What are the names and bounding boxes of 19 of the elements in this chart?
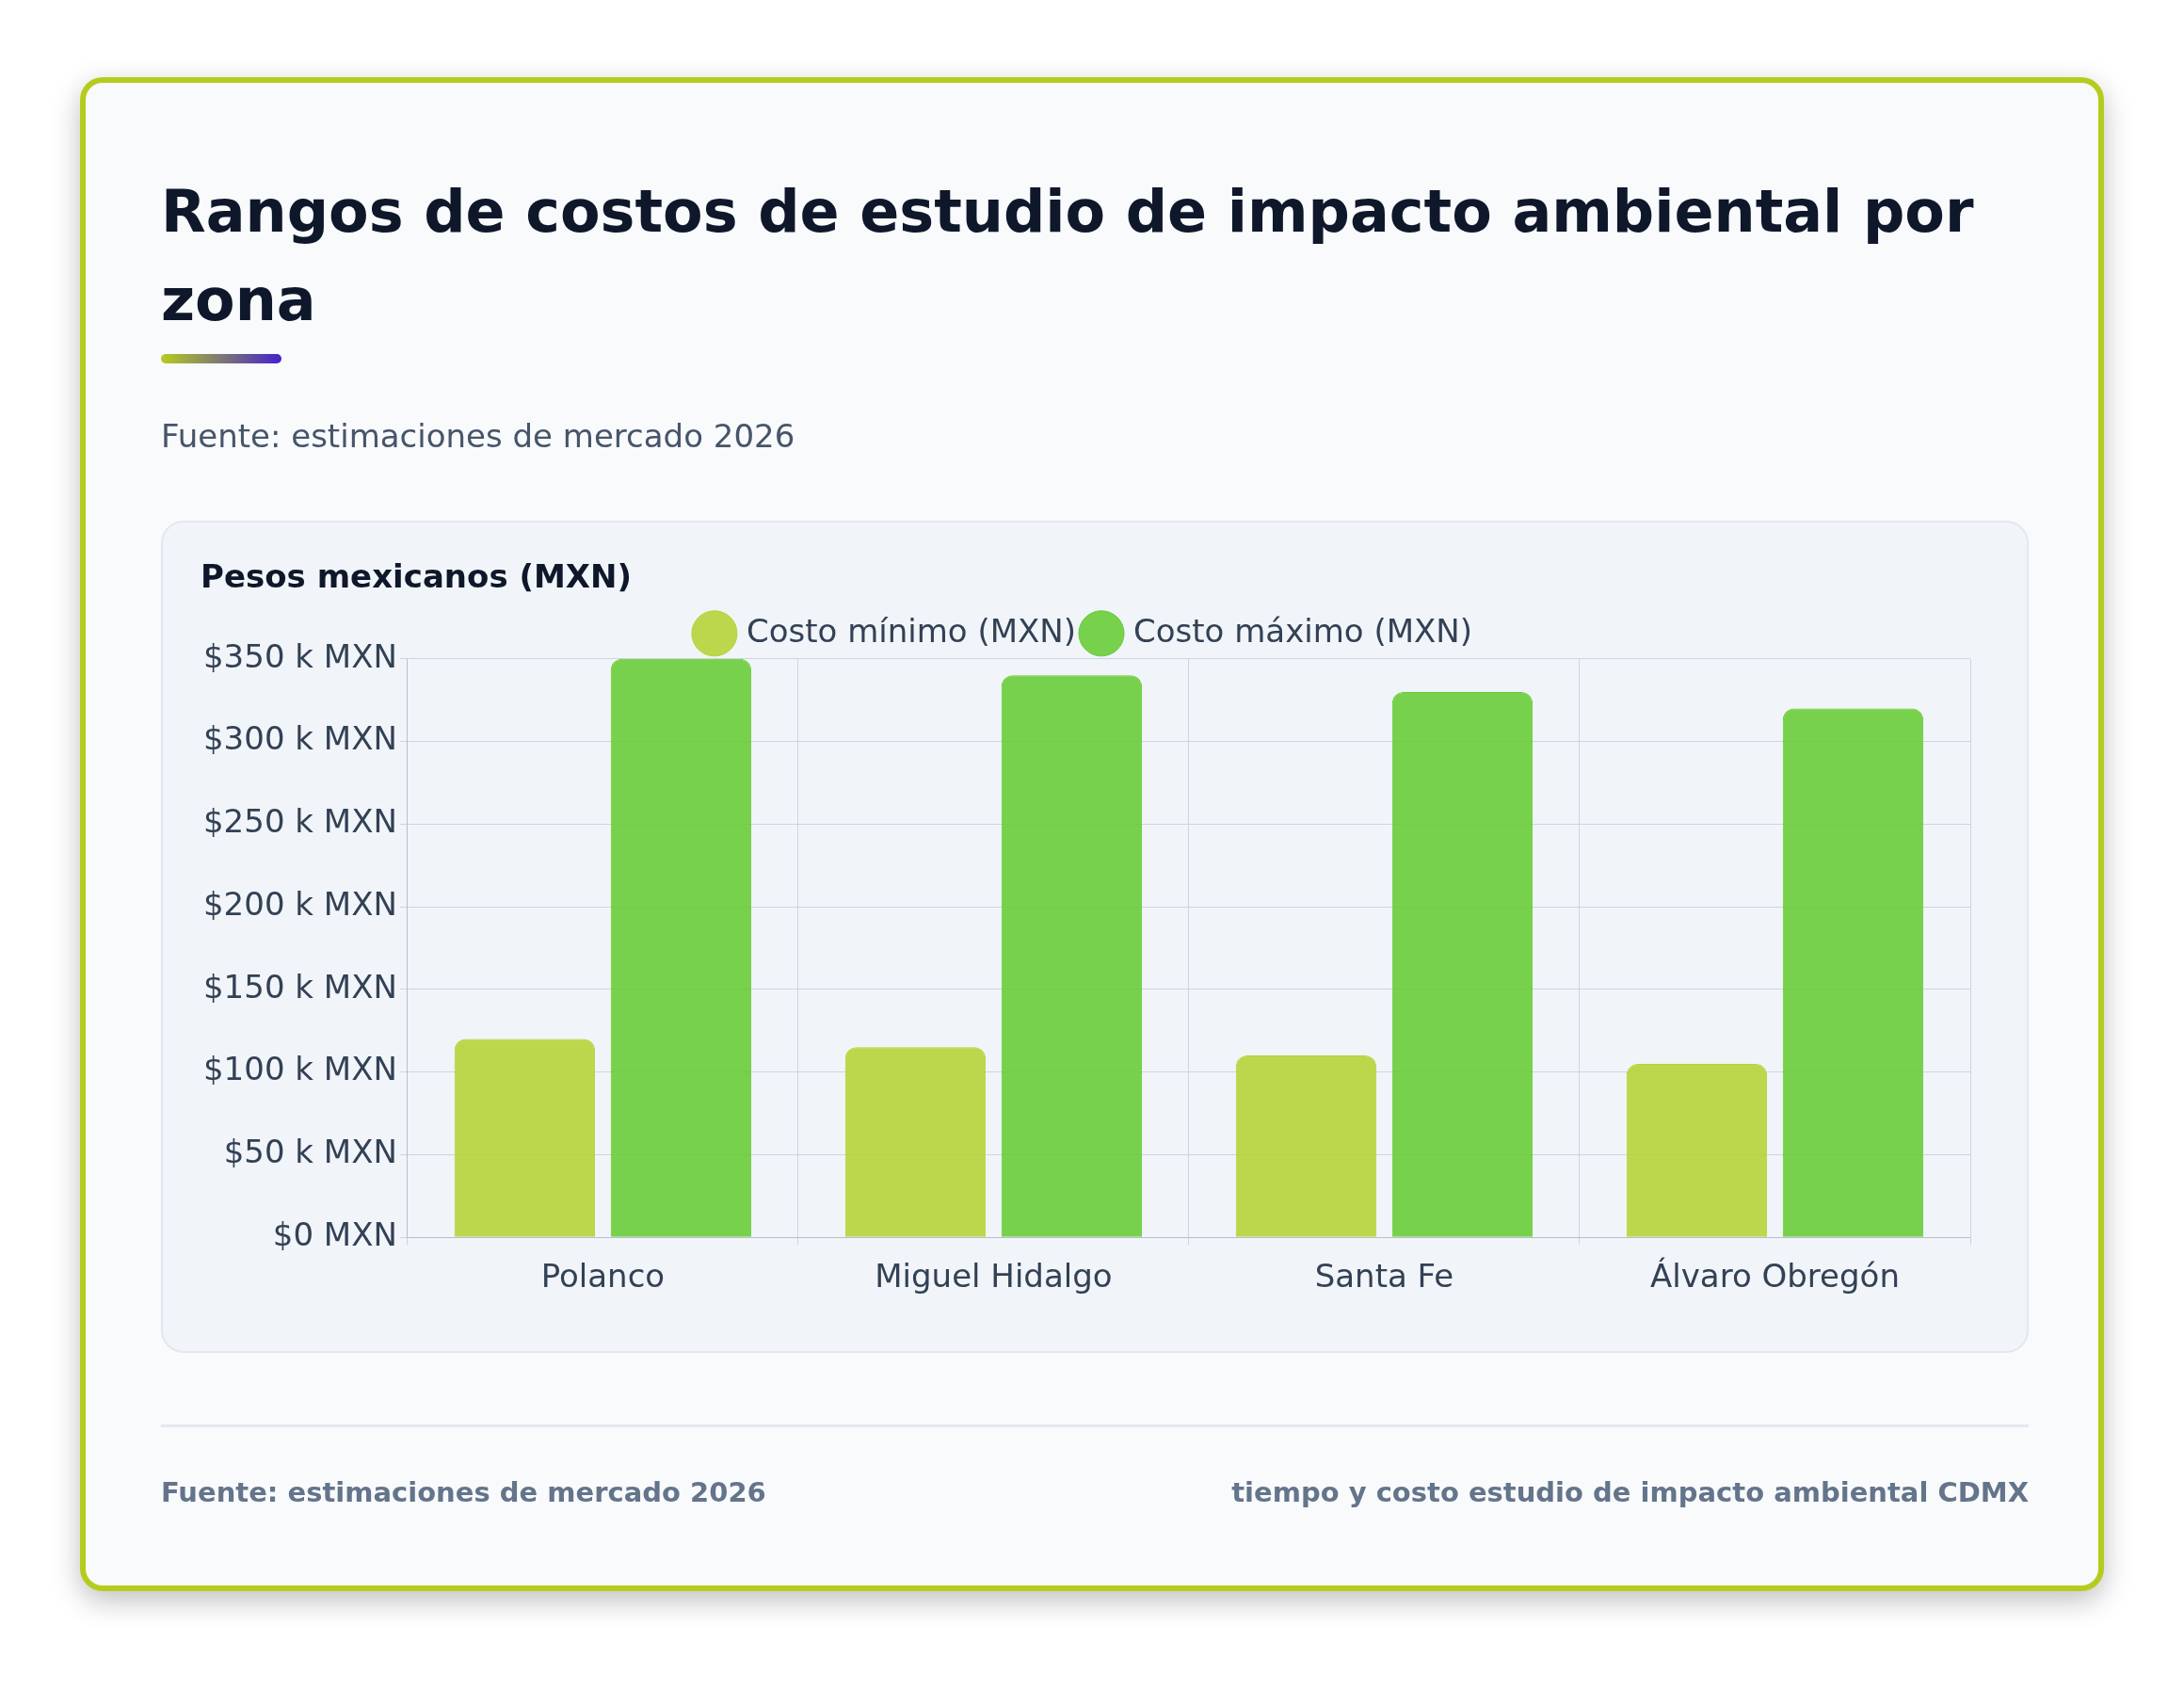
- x-tick-label: Polanco: [540, 1257, 666, 1296]
- y-tick-label: $50 k MXN: [223, 1133, 397, 1171]
- y-axis-title: Pesos mexicanos (MXN): [201, 557, 633, 596]
- text: tiempo y costo estudio de impacto ambiental CDMX: [1231, 1476, 2029, 1508]
- y-tick-label: $300 k MXN: [202, 719, 397, 758]
- y-tick-label: $250 k MXN: [202, 802, 397, 841]
- legend-label: Costo mínimo (MXN): [746, 611, 1077, 650]
- y-tick-label: $150 k MXN: [202, 967, 397, 1006]
- chart-title: Rangos de costos de estudio de impacto ambiental por zona: [161, 176, 1975, 336]
- chart-subtitle: Fuente: estimaciones de mercado 2026: [161, 417, 795, 455]
- x-tick-label: Santa Fe: [1314, 1257, 1454, 1296]
- source-note: Fuente: estimaciones de mercado 2026: [161, 1476, 766, 1508]
- x-tick-label: Miguel Hidalgo: [875, 1257, 1113, 1296]
- y-tick-label: $0 MXN: [272, 1215, 397, 1254]
- y-tick-label: $100 k MXN: [202, 1050, 397, 1088]
- legend-label: Costo máximo (MXN): [1133, 611, 1473, 650]
- y-tick-label: $350 k MXN: [202, 636, 397, 675]
- x-tick-label: Álvaro Obregón: [1650, 1257, 1900, 1296]
- y-tick-label: $200 k MXN: [202, 884, 397, 923]
